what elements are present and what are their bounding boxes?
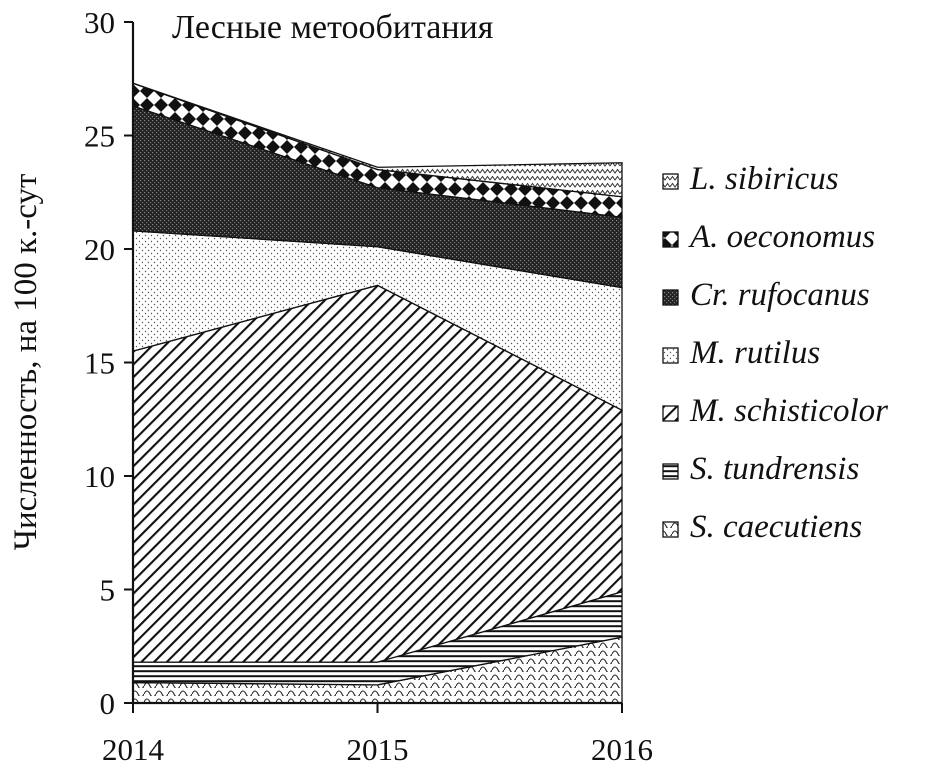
legend-item-s-caecutiens: S. caecutiens — [662, 509, 862, 545]
legend-label: Cr. rufocanus — [690, 277, 870, 313]
legend-swatch — [662, 289, 679, 306]
x-tick-label: 2016 — [591, 732, 653, 767]
y-axis-title: Численность, на 100 к.-сут — [8, 174, 44, 551]
legend-swatch — [662, 173, 679, 190]
legend-label: A. oeconomus — [688, 219, 875, 255]
legend-label: L. sibiricus — [689, 161, 839, 197]
y-tick-label: 20 — [84, 232, 115, 267]
legend-label: S. tundrensis — [690, 451, 859, 487]
y-tick-label: 10 — [84, 459, 115, 494]
chart-title: Лесные метообитания — [172, 9, 494, 46]
x-tick-label: 2015 — [347, 732, 409, 767]
area-l-sibiricus — [132, 82, 623, 198]
legend: L. sibiricus A. oeconomus Cr. rufocanus M. … — [662, 161, 888, 545]
legend-swatch — [662, 521, 679, 538]
legend-item-m-rutilus: M. rutilus — [662, 335, 820, 371]
legend-swatch — [662, 463, 679, 480]
legend-label: M. schisticolor — [689, 393, 888, 429]
y-tick-label: 30 — [84, 5, 115, 40]
legend-label: S. caecutiens — [690, 509, 862, 545]
y-tick-label: 15 — [84, 346, 115, 381]
y-tick-label: 25 — [84, 119, 115, 154]
legend-item-cr-rufocanus: Cr. rufocanus — [662, 277, 870, 313]
legend-item-l-sibiricus: L. sibiricus — [662, 161, 839, 197]
legend-item-a-oeconomus: A. oeconomus — [662, 219, 875, 255]
legend-swatch — [662, 405, 679, 422]
y-tick-label: 5 — [100, 573, 116, 608]
legend-item-s-tundrensis: S. tundrensis — [662, 451, 859, 487]
legend-swatch — [662, 347, 679, 364]
legend-item-m-schisticolor: M. schisticolor — [662, 393, 888, 429]
stacked-areas — [132, 82, 623, 704]
x-tick-label: 2014 — [102, 732, 165, 767]
axes: 0 5 10 15 20 25 30 2014 2015 2016 — [84, 5, 653, 767]
y-tick-label: 0 — [100, 686, 116, 721]
legend-label: M. rutilus — [689, 335, 820, 371]
legend-swatch — [662, 231, 679, 248]
